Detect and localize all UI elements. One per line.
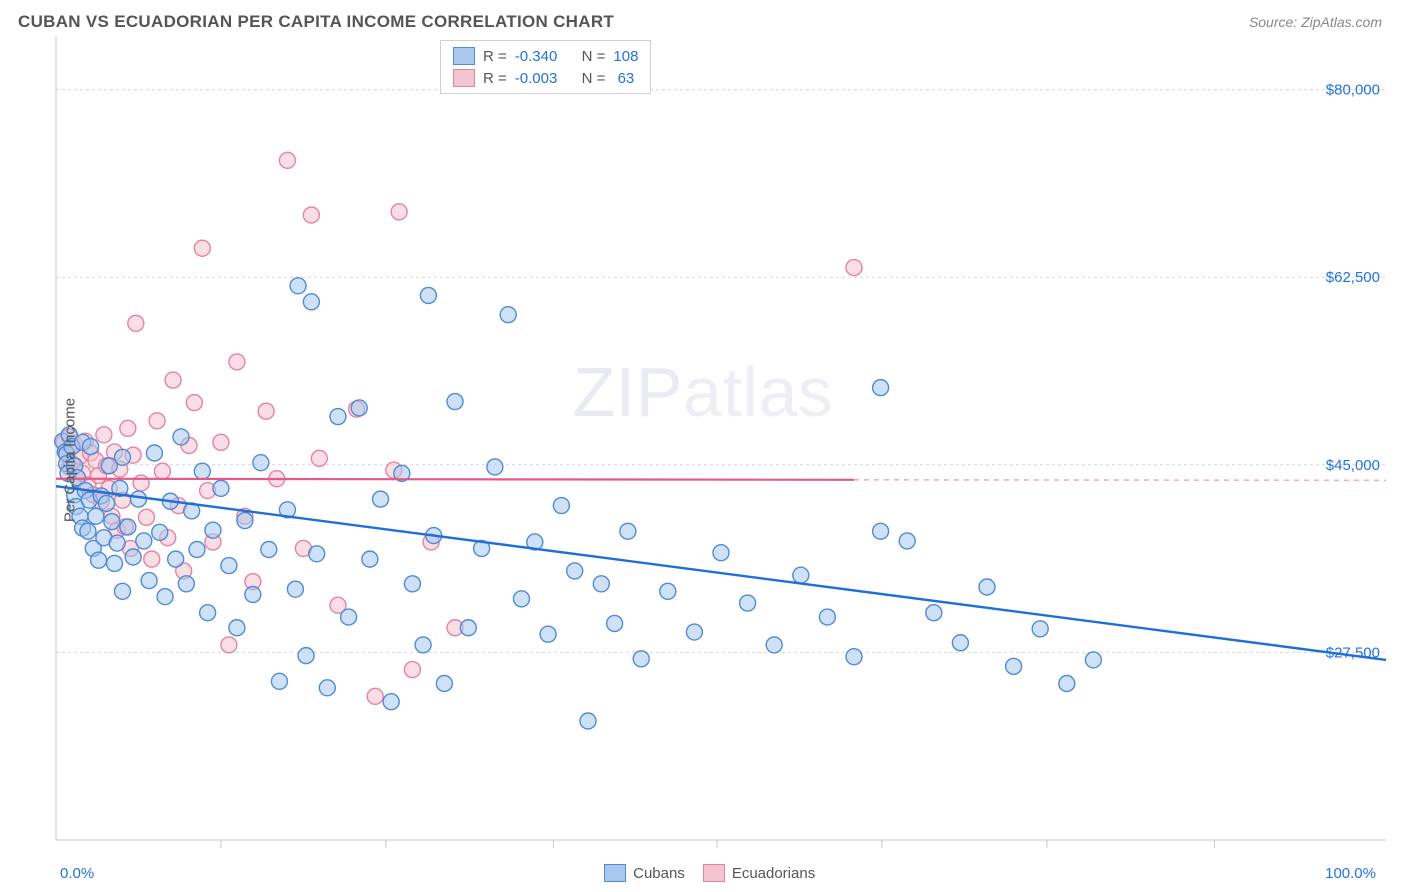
svg-text:$80,000: $80,000	[1326, 82, 1380, 99]
legend-row-ecuadorians: R = -0.003 N = 63	[453, 67, 638, 89]
cubans-swatch-icon	[604, 864, 626, 882]
svg-text:$62,500: $62,500	[1326, 269, 1380, 286]
legend-row-cubans: R = -0.340 N = 108	[453, 45, 638, 67]
chart-title: CUBAN VS ECUADORIAN PER CAPITA INCOME CO…	[18, 12, 614, 32]
x-max-label: 100.0%	[1325, 865, 1376, 882]
cubans-swatch	[453, 47, 475, 65]
source-label: Source: ZipAtlas.com	[1249, 14, 1382, 30]
y-axis-label: Per Capita Income	[62, 398, 79, 522]
legend-item-ecuadorians: Ecuadorians	[703, 864, 815, 882]
legend-item-cubans: Cubans	[604, 864, 685, 882]
ecuadorians-swatch-icon	[703, 864, 725, 882]
svg-text:$45,000: $45,000	[1326, 457, 1380, 474]
bottom-legend: 0.0% Cubans Ecuadorians 100.0%	[0, 864, 1406, 882]
ecuadorians-swatch	[453, 69, 475, 87]
chart-area: Per Capita Income ZIPatlas $27,500$45,00…	[0, 36, 1406, 884]
scatter-plot: $27,500$45,000$62,500$80,000	[0, 36, 1406, 856]
x-min-label: 0.0%	[60, 865, 94, 882]
correlation-legend: R = -0.340 N = 108 R = -0.003 N = 63	[440, 40, 651, 94]
